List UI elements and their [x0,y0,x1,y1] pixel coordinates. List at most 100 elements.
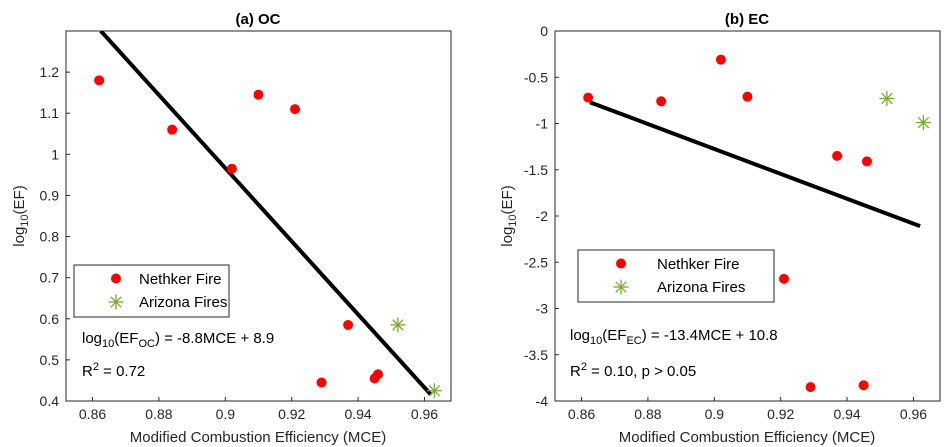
nethker-point-oc [290,104,301,115]
legend-oc: Nethker Fire Arizona Fires [73,264,230,318]
equation-ec-mid: (EF [602,327,626,344]
y-axis-label-oc-rest: (EF) [11,185,28,214]
nethker-point-ec [583,92,594,103]
y-tick-label-ec: -3 [536,301,549,317]
x-tick-label-ec: 0.9 [705,406,725,422]
x-tick-label-oc: 0.92 [278,406,305,422]
equation-ec-pre: log [570,327,590,344]
x-tick-label-ec: 0.92 [767,406,794,422]
plot-area-ec [554,30,941,402]
r2-oc-post: = 0.72 [99,363,145,380]
y-tick-label-ec: -2.5 [524,254,548,270]
y-tick-label-oc: 0.9 [40,187,60,203]
legend-box-ec [577,249,775,303]
legend-marker-oc-nethker [111,273,121,284]
nethker-point-ec [861,156,872,167]
legend-label-oc-nethker: Nethker Fire [139,271,222,288]
y-tick-label-ec: -2 [536,208,549,224]
nethker-point-ec [805,382,816,393]
x-tick-label-oc: 0.96 [411,406,438,422]
y-tick-label-oc: 0.4 [40,393,60,409]
r2-oc-pre: R [82,363,93,380]
nethker-point-oc [343,319,354,330]
y-tick-label-ec: -4 [536,393,549,409]
data-marks-oc [94,31,442,399]
legend-label-ec-nethker: Nethker Fire [657,256,740,273]
equation-ec-sub2: EC [626,335,641,347]
nethker-point-oc [94,75,105,86]
r2-ec-sup: 2 [581,361,587,373]
equation-oc-mid: (EF [114,330,138,347]
nethker-point-ec [656,96,667,107]
fit-line-ec [589,100,921,229]
legend-entry-ec-arizona: Arizona Fires [613,279,745,296]
y-tick-label-oc: 1.2 [40,64,60,80]
x-tick-label-ec: 0.86 [568,406,595,422]
nethker-point-ec [715,54,726,65]
ticks-oc: 0.86 0.88 0.9 0.92 0.94 0.960.40.50.60.70.80.… [40,64,439,422]
nethker-point-ec [779,273,790,284]
y-axis-label-oc-base: log [11,227,28,247]
y-axis-label-ec: log10(EF) [499,185,519,246]
x-axis-label-oc: Modified Combustion Efficiency (MCE) [130,429,386,446]
y-axis-label-ec-rest: (EF) [499,185,516,214]
legend-marker-ec-arizona [613,279,629,295]
ticks-ec: 0.86 0.88 0.9 0.92 0.94 0.96 -4 -3.5 -3 -2.5 -2 -1.… [524,23,927,422]
data-marks-ec [583,54,931,393]
nethker-point-oc [316,377,327,388]
r2-oc-sup: 2 [93,361,99,373]
chart-title-oc: (a) OC [236,11,281,28]
equation-ec: log10(EFEC) = -13.4MCE + 10.8 [570,327,778,347]
equation-oc-pre: log [82,330,102,347]
legend-label-oc-arizona: Arizona Fires [139,294,227,311]
y-tick-label-ec: 0 [540,23,548,39]
y-tick-label-oc: 0.8 [40,229,60,245]
x-tick-label-oc: 0.9 [216,406,236,422]
y-tick-label-ec: -3.5 [524,347,548,363]
y-tick-label-oc: 1.1 [40,105,60,121]
equation-oc-sub1: 10 [102,338,114,350]
legend-ec: Nethker Fire Arizona Fires [577,249,775,303]
nethker-point-oc [372,369,383,380]
y-tick-label-oc: 0.7 [40,270,60,286]
equation-ec-post: ) = -13.4MCE + 10.8 [642,327,778,344]
y-tick-label-oc: 0.6 [40,311,60,327]
x-tick-label-ec: 0.96 [900,406,927,422]
x-axis-label-ec: Modified Combustion Efficiency (MCE) [619,429,875,446]
chart-title-ec: (b) EC [725,11,769,28]
nethker-point-oc [253,89,264,100]
nethker-point-oc [167,124,178,135]
fit-line-oc [99,31,433,397]
y-tick-label-ec: -1 [536,116,549,132]
panel-ec: (b) EC 0.86 0.88 0.9 0.92 0.94 0.96 -4 -3.5 -3 -2… [499,11,941,446]
legend-box-oc [73,264,230,318]
y-axis-label-ec-sub: 10 [507,214,519,226]
legend-entry-oc-arizona: Arizona Fires [108,294,227,311]
x-tick-label-ec: 0.88 [634,406,661,422]
legend-entry-oc-nethker: Nethker Fire [111,271,222,288]
arizona-point-ec [915,115,931,131]
y-axis-label-oc: log10(EF) [11,185,31,246]
x-tick-label-oc: 0.94 [344,406,371,422]
nethker-point-ec [742,91,753,102]
arizona-point-ec [879,91,895,107]
arizona-point-oc [390,317,406,333]
r2-ec-post: = 0.10, p > 0.05 [587,363,696,380]
y-tick-label-ec: -1.5 [524,162,548,178]
marks-ec [583,54,931,393]
equation-oc: log10(EFOC) = -8.8MCE + 8.9 [82,330,274,350]
y-tick-label-oc: 0.5 [40,352,60,368]
nethker-point-oc [226,163,237,174]
legend-label-ec-arizona: Arizona Fires [657,279,745,296]
r2-oc: R2 = 0.72 [82,361,145,380]
y-axis-label-oc-sub: 10 [19,214,31,226]
y-tick-label-ec: -0.5 [524,69,548,85]
r2-ec-pre: R [570,363,581,380]
y-tick-label-oc: 1 [51,146,59,162]
nethker-point-ec [832,150,843,161]
legend-marker-ec-nethker [616,258,626,269]
x-tick-label-oc: 0.86 [79,406,106,422]
nethker-point-ec [858,380,869,391]
equation-ec-sub1: 10 [590,335,602,347]
